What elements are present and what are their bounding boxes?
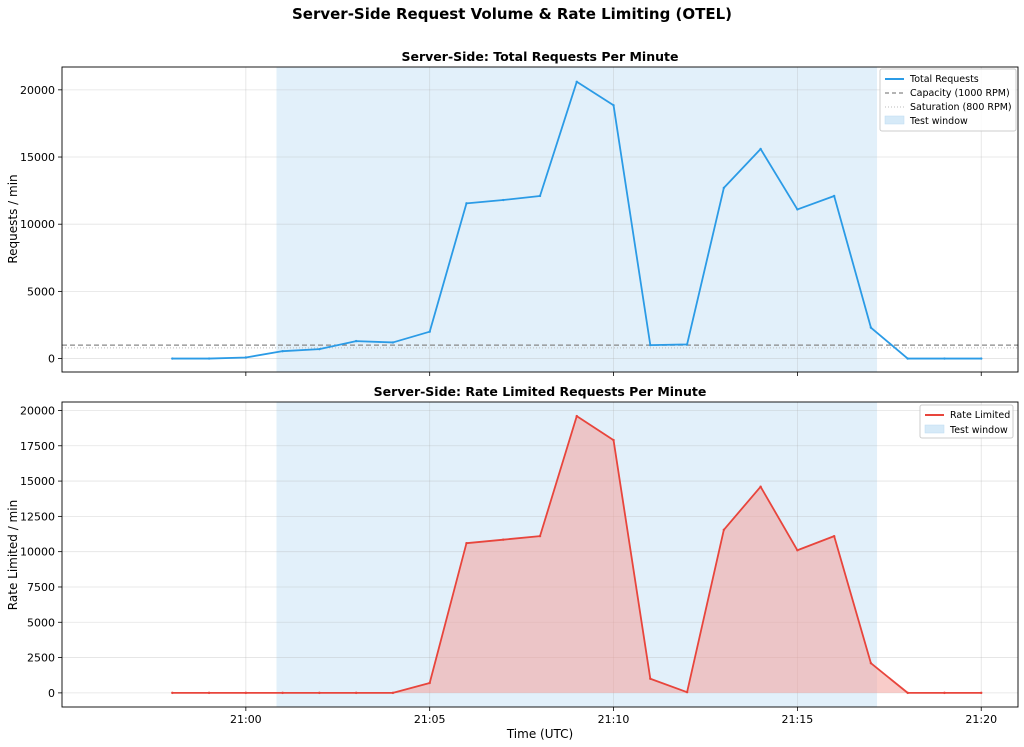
- p0-axes-frame: [61, 66, 1019, 373]
- legend-capacity-label: Capacity (1000 RPM): [910, 88, 1010, 99]
- p0-point-21:02: [318, 347, 321, 351]
- p1-point-21:10: [612, 438, 615, 442]
- p1-x-tick-label: 21:10: [598, 713, 630, 726]
- p1-point-21:02: [318, 691, 321, 695]
- p1-point-21:19: [943, 691, 946, 695]
- p0-point-20:59: [207, 357, 211, 360]
- p0-point-21:11: [649, 343, 652, 347]
- legend-saturation-label: Saturation (800 RPM): [910, 102, 1012, 113]
- top-panel: 0 5000 10000 15000 20000 Server-Side: Total …: [6, 49, 1019, 376]
- p1-area-fill: [172, 416, 982, 693]
- p1-y-tick-label: 15000: [20, 475, 55, 488]
- p0-point-21:00: [244, 356, 248, 359]
- p0-point-21:19: [943, 357, 946, 360]
- p1-point-21:11: [649, 677, 652, 680]
- p1-x-tick-label: 21:05: [414, 713, 446, 726]
- p1-y-tick-label: 2500: [27, 652, 55, 665]
- top-legend-box: [879, 68, 1017, 132]
- p0-point-21:08: [538, 194, 542, 198]
- p1-y-tick-label: 0: [48, 687, 55, 700]
- p0-y-tick-label: 15000: [20, 151, 55, 164]
- p1-point-21:14: [759, 485, 762, 488]
- p1-x-tick-label: 21:20: [965, 713, 997, 726]
- p1-point-21:15: [796, 549, 799, 552]
- p1-point-21:05: [428, 681, 431, 685]
- bottom-panel: 0 2500 5000 7500 10000 12500 15000 17500 20000 21…: [6, 384, 1019, 741]
- legend-total-label: Total Requests: [909, 74, 979, 85]
- p1-point-21:18: [906, 691, 909, 695]
- p0-point-21:07: [502, 198, 505, 202]
- p0-point-21:03: [354, 339, 358, 343]
- p0-point-21:13: [722, 186, 726, 190]
- p0-point-21:15: [796, 208, 799, 211]
- p1-point-20:58: [171, 691, 174, 695]
- p0-y-tick-label: 20000: [20, 84, 55, 97]
- p1-y-tick-label: 12500: [20, 510, 55, 523]
- p1-x-tick-label: 21:00: [230, 713, 262, 726]
- top-chart-title: Server-Side: Total Requests Per Minute: [402, 49, 679, 64]
- p0-point-21:05: [428, 330, 431, 333]
- bottom-x-axis-label: Time (UTC): [506, 727, 573, 741]
- legend-window-label: Test window: [909, 116, 968, 127]
- p0-point-20:58: [171, 357, 174, 360]
- p0-y-tick-label: 5000: [27, 285, 55, 298]
- p1-point-21:12: [685, 690, 689, 694]
- p1-point-21:13: [722, 528, 726, 531]
- p1-y-tick-label: 7500: [27, 581, 55, 594]
- p0-point-21:14: [759, 147, 762, 151]
- p1-point-20:59: [207, 691, 211, 695]
- p1-point-21:09: [575, 414, 578, 418]
- p0-point-21:17: [869, 326, 873, 329]
- p0-point-21:09: [575, 80, 578, 83]
- p1-point-21:04: [391, 691, 395, 695]
- p1-point-21:00: [244, 691, 248, 695]
- top-legend: Total Requests Capacity (1000 RPM) Satur…: [879, 68, 1017, 132]
- p0-y-tick-label: 10000: [20, 218, 55, 231]
- p1-point-21:17: [869, 662, 873, 665]
- p1-point-21:01: [281, 691, 284, 695]
- p1-y-tick-label: 20000: [20, 404, 55, 417]
- p0-point-21:20: [980, 357, 983, 360]
- p0-point-21:16: [832, 194, 836, 198]
- p1-y-tick-label: 17500: [20, 440, 55, 453]
- legend-rate-limited-label: Rate Limited: [950, 410, 1010, 421]
- top-y-axis-label: Requests / min: [6, 174, 20, 263]
- p0-point-21:06: [465, 202, 468, 205]
- figure-title: Server-Side Request Volume & Rate Limiti…: [292, 5, 732, 23]
- p1-point-21:08: [538, 534, 542, 538]
- bottom-chart-title: Server-Side: Rate Limited Requests Per M…: [374, 384, 707, 399]
- p1-y-tick-label: 10000: [20, 546, 55, 559]
- p0-point-21:04: [391, 341, 395, 344]
- legend-window-swatch: [924, 424, 945, 434]
- p0-point-21:12: [685, 343, 689, 346]
- p1-y-tick-label: 5000: [27, 616, 55, 629]
- p0-point-21:10: [612, 104, 615, 107]
- p1-x-tick-label: 21:15: [782, 713, 814, 726]
- p1-point-21:06: [465, 542, 468, 545]
- p1-point-21:03: [354, 691, 358, 695]
- p0-point-21:18: [906, 357, 909, 360]
- p0-y-tick-label: 0: [48, 353, 55, 366]
- p0-test-window-span: [276, 67, 878, 372]
- p1-point-21:20: [980, 691, 983, 695]
- p1-axes-frame: [61, 401, 1019, 708]
- bottom-legend: Rate Limited Test window: [919, 404, 1014, 439]
- legend-window-label: Test window: [949, 425, 1008, 436]
- p1-point-21:16: [832, 534, 836, 538]
- legend-window-swatch: [884, 115, 905, 125]
- p0-point-21:01: [281, 349, 284, 353]
- bottom-y-axis-label: Rate Limited / min: [6, 500, 20, 610]
- p1-point-21:07: [502, 538, 505, 541]
